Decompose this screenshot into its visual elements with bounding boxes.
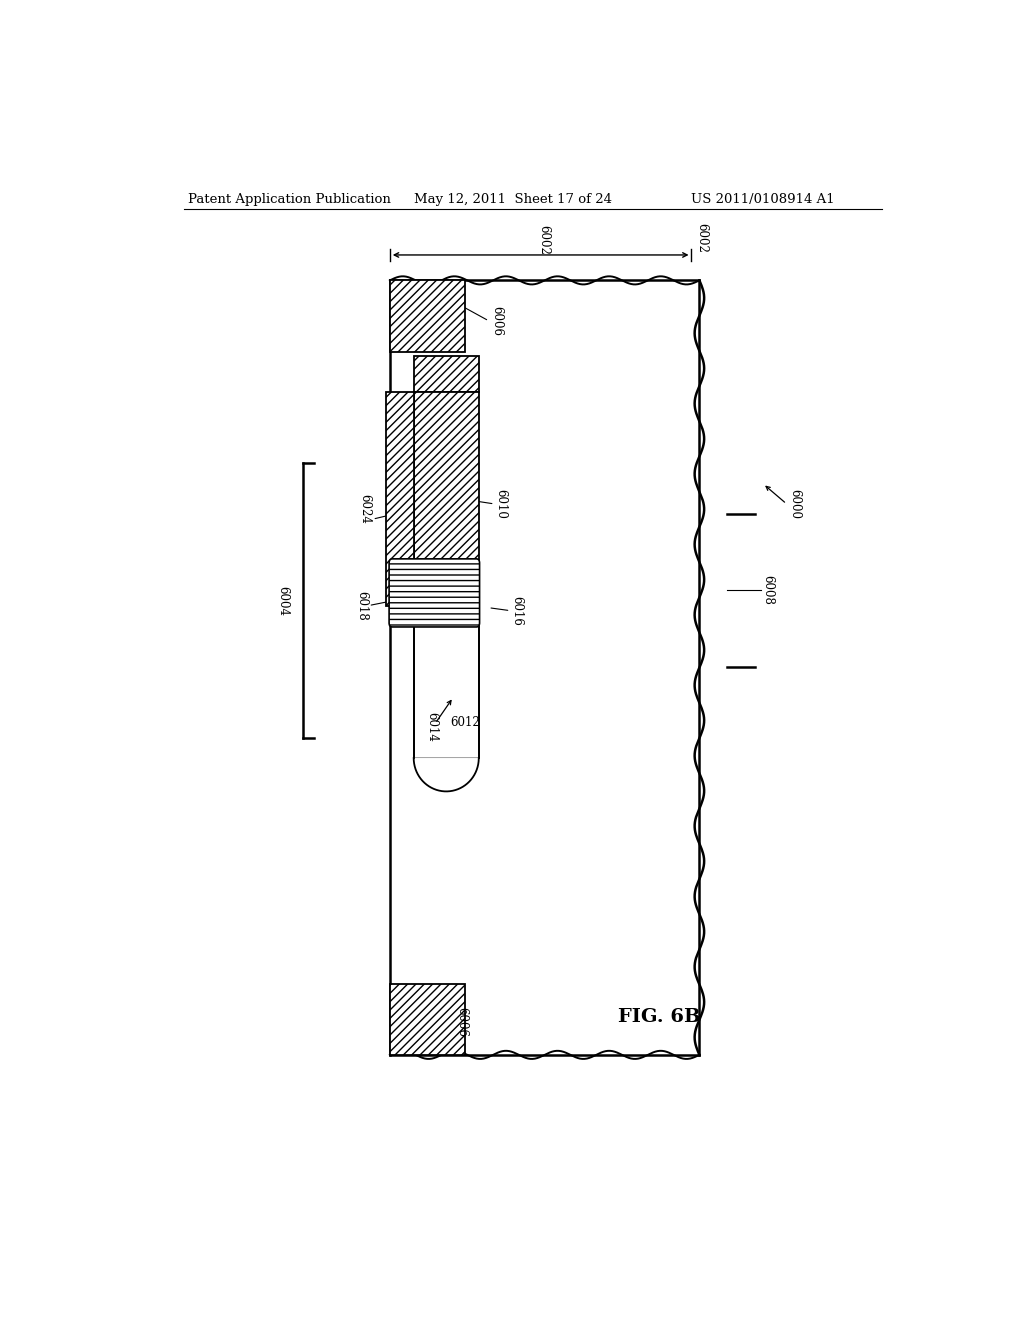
Text: 6004: 6004 xyxy=(276,586,289,615)
Text: 6006: 6006 xyxy=(455,1007,468,1038)
Text: 6016: 6016 xyxy=(510,595,523,626)
Bar xyxy=(414,606,479,758)
Text: US 2011/0108914 A1: US 2011/0108914 A1 xyxy=(691,193,836,206)
Text: 6002: 6002 xyxy=(695,223,709,253)
Bar xyxy=(386,392,414,606)
Text: 6010: 6010 xyxy=(495,488,508,519)
Text: 6024: 6024 xyxy=(358,494,371,524)
Bar xyxy=(390,983,465,1055)
Text: 6006: 6006 xyxy=(490,306,504,337)
Text: 6000: 6000 xyxy=(788,488,801,519)
Text: 6014: 6014 xyxy=(425,711,438,742)
Text: 6012: 6012 xyxy=(451,715,480,729)
Text: Patent Application Publication: Patent Application Publication xyxy=(187,193,390,206)
Text: 6002: 6002 xyxy=(538,224,550,255)
Text: 6018: 6018 xyxy=(355,591,369,620)
Bar xyxy=(414,392,479,606)
Text: May 12, 2011  Sheet 17 of 24: May 12, 2011 Sheet 17 of 24 xyxy=(414,193,611,206)
Text: 6008: 6008 xyxy=(761,576,774,606)
Bar xyxy=(390,280,465,351)
Polygon shape xyxy=(414,758,479,792)
FancyBboxPatch shape xyxy=(389,558,479,627)
Bar xyxy=(414,355,479,392)
Text: FIG. 6B: FIG. 6B xyxy=(618,1008,701,1026)
